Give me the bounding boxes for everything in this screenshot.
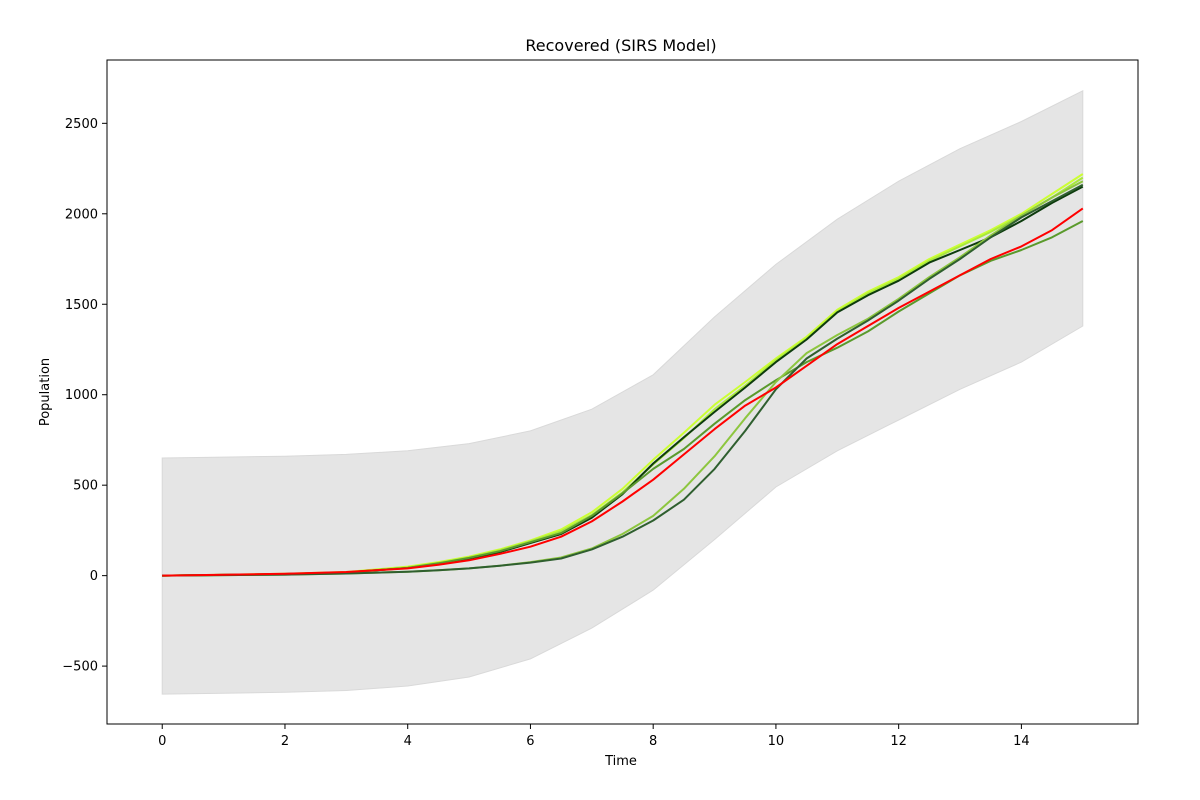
x-tick-label: 10: [768, 734, 785, 749]
series-line-7: [162, 207, 1084, 577]
x-tick-label: 2: [281, 734, 289, 749]
x-tick-label: 0: [158, 734, 166, 749]
y-tick-label: 2500: [65, 117, 98, 132]
confidence-band: [161, 89, 1084, 695]
y-tick-label: 2000: [65, 207, 98, 222]
x-tick-label: 14: [1013, 734, 1030, 749]
x-tick-label: 6: [526, 734, 534, 749]
y-tick-label: −500: [62, 660, 98, 675]
y-tick-label: 1500: [65, 298, 98, 313]
plot-area: 0 2 4 6 8 10 12 14 −500 0 500 1000 1500 2000 2500: [62, 59, 1139, 749]
series-line-6: [162, 183, 1084, 577]
y-tick-label: 500: [73, 479, 98, 494]
axes-frame: [106, 59, 1139, 725]
x-axis-label: Time: [604, 754, 637, 769]
chart-title: Recovered (SIRS Model): [525, 36, 716, 55]
y-tick-label: 1000: [65, 388, 98, 403]
x-tick-label: 12: [890, 734, 907, 749]
x-tick-label: 8: [649, 734, 657, 749]
x-tick-label: 4: [404, 734, 412, 749]
y-axis-label: Population: [38, 358, 53, 426]
y-tick-label: 0: [90, 569, 98, 584]
